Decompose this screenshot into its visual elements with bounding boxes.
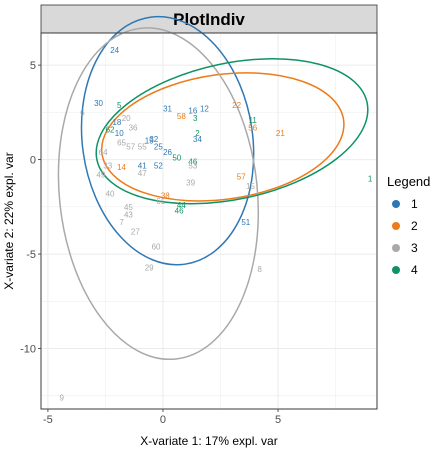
point-label: 29 <box>145 263 154 272</box>
legend-label-1: 1 <box>411 197 418 211</box>
point-label: 33 <box>103 161 112 170</box>
point-label: 1 <box>368 174 373 183</box>
point-label: 51 <box>241 218 250 227</box>
point-label: 7 <box>119 218 124 227</box>
point-label: 41 <box>138 161 147 170</box>
point-label: 9 <box>59 394 64 403</box>
legend-label-4: 4 <box>411 263 418 277</box>
point-label: 55 <box>138 142 147 151</box>
legend-key-4 <box>392 266 400 274</box>
x-tick-label: 0 <box>160 414 166 426</box>
y-tick-label: -10 <box>20 344 36 356</box>
point-label: 10 <box>115 129 124 138</box>
point-label: 52 <box>154 161 163 170</box>
legend-label-3: 3 <box>411 241 418 255</box>
plot-panel-border <box>40 32 378 410</box>
point-label: 8 <box>257 265 262 274</box>
plot-panel <box>40 32 378 410</box>
point-label: 26 <box>163 148 172 157</box>
point-label: 22 <box>232 101 241 110</box>
legend: Legend 1 2 3 4 <box>387 174 430 277</box>
point-label: 40 <box>106 190 115 199</box>
x-axis-ticks: -5 0 5 <box>43 409 281 426</box>
y-axis-ticks: 5 0 -5 -10 <box>20 60 41 356</box>
point-label: 39 <box>186 178 195 187</box>
point-label: 32 <box>149 135 158 144</box>
point-label: 15 <box>246 182 255 191</box>
point-label: 56 <box>248 123 257 132</box>
point-label: 2 <box>195 129 200 138</box>
point-label: 21 <box>276 129 285 138</box>
point-label: 14 <box>117 163 126 172</box>
point-label: 45 <box>124 203 133 212</box>
legend-key-1 <box>392 200 400 208</box>
point-label: 38 <box>161 191 170 200</box>
point-label: 58 <box>177 112 186 121</box>
title-strip <box>40 4 378 34</box>
point-label: 47 <box>138 169 147 178</box>
point-label: 20 <box>122 114 131 123</box>
point-label: 60 <box>152 243 161 252</box>
legend-key-2 <box>392 222 400 230</box>
point-label: 5 <box>117 101 122 110</box>
point-label: 15 <box>145 137 154 146</box>
point-label: 64 <box>99 148 108 157</box>
ellipse-group-4 <box>95 58 369 205</box>
x-tick-label: -5 <box>43 414 53 426</box>
point-label: 27 <box>131 227 140 236</box>
y-axis-label: X-variate 2: 22% expl. var <box>2 152 16 289</box>
y-tick-label: 5 <box>30 60 36 72</box>
point-label: 34 <box>193 135 202 144</box>
y-tick-label: 0 <box>30 155 36 167</box>
point-label: 24 <box>110 46 119 55</box>
point-label: 62 <box>106 125 115 134</box>
legend-title: Legend <box>387 174 430 189</box>
confidence-ellipses <box>57 15 369 361</box>
point-label: 65 <box>117 139 126 148</box>
legend-label-2: 2 <box>411 219 418 233</box>
point-label: 25 <box>154 142 163 151</box>
point-label: 6 <box>80 108 85 117</box>
point-label: 3 <box>193 114 198 123</box>
point-label: 30 <box>94 99 103 108</box>
point-label: 53 <box>188 161 197 170</box>
point-label: 50 <box>172 154 181 163</box>
point-label: 49 <box>96 171 105 180</box>
x-tick-label: 5 <box>275 414 281 426</box>
point-label: 46 <box>188 157 197 166</box>
point-label: 31 <box>163 105 172 114</box>
point-label: 36 <box>129 123 138 132</box>
ellipse-group-3 <box>57 27 260 361</box>
legend-key-3 <box>392 244 400 252</box>
x-axis-label: X-variate 1: 17% expl. var <box>140 434 277 448</box>
point-label: 18 <box>112 118 121 127</box>
ellipse-group-2 <box>100 72 345 202</box>
ellipse-group-1 <box>80 15 255 266</box>
point-label: 11 <box>249 116 258 125</box>
point-label: 46 <box>175 207 184 216</box>
point-label: 61 <box>156 197 165 206</box>
point-label: 57 <box>126 142 135 151</box>
panel-title: PlotIndiv <box>173 10 245 29</box>
point-label: 16 <box>188 106 197 115</box>
point-label: 12 <box>200 105 209 114</box>
y-tick-label: -5 <box>26 249 36 261</box>
point-label: 43 <box>124 210 133 219</box>
point-label: 44 <box>177 201 186 210</box>
point-label: 57 <box>237 173 246 182</box>
